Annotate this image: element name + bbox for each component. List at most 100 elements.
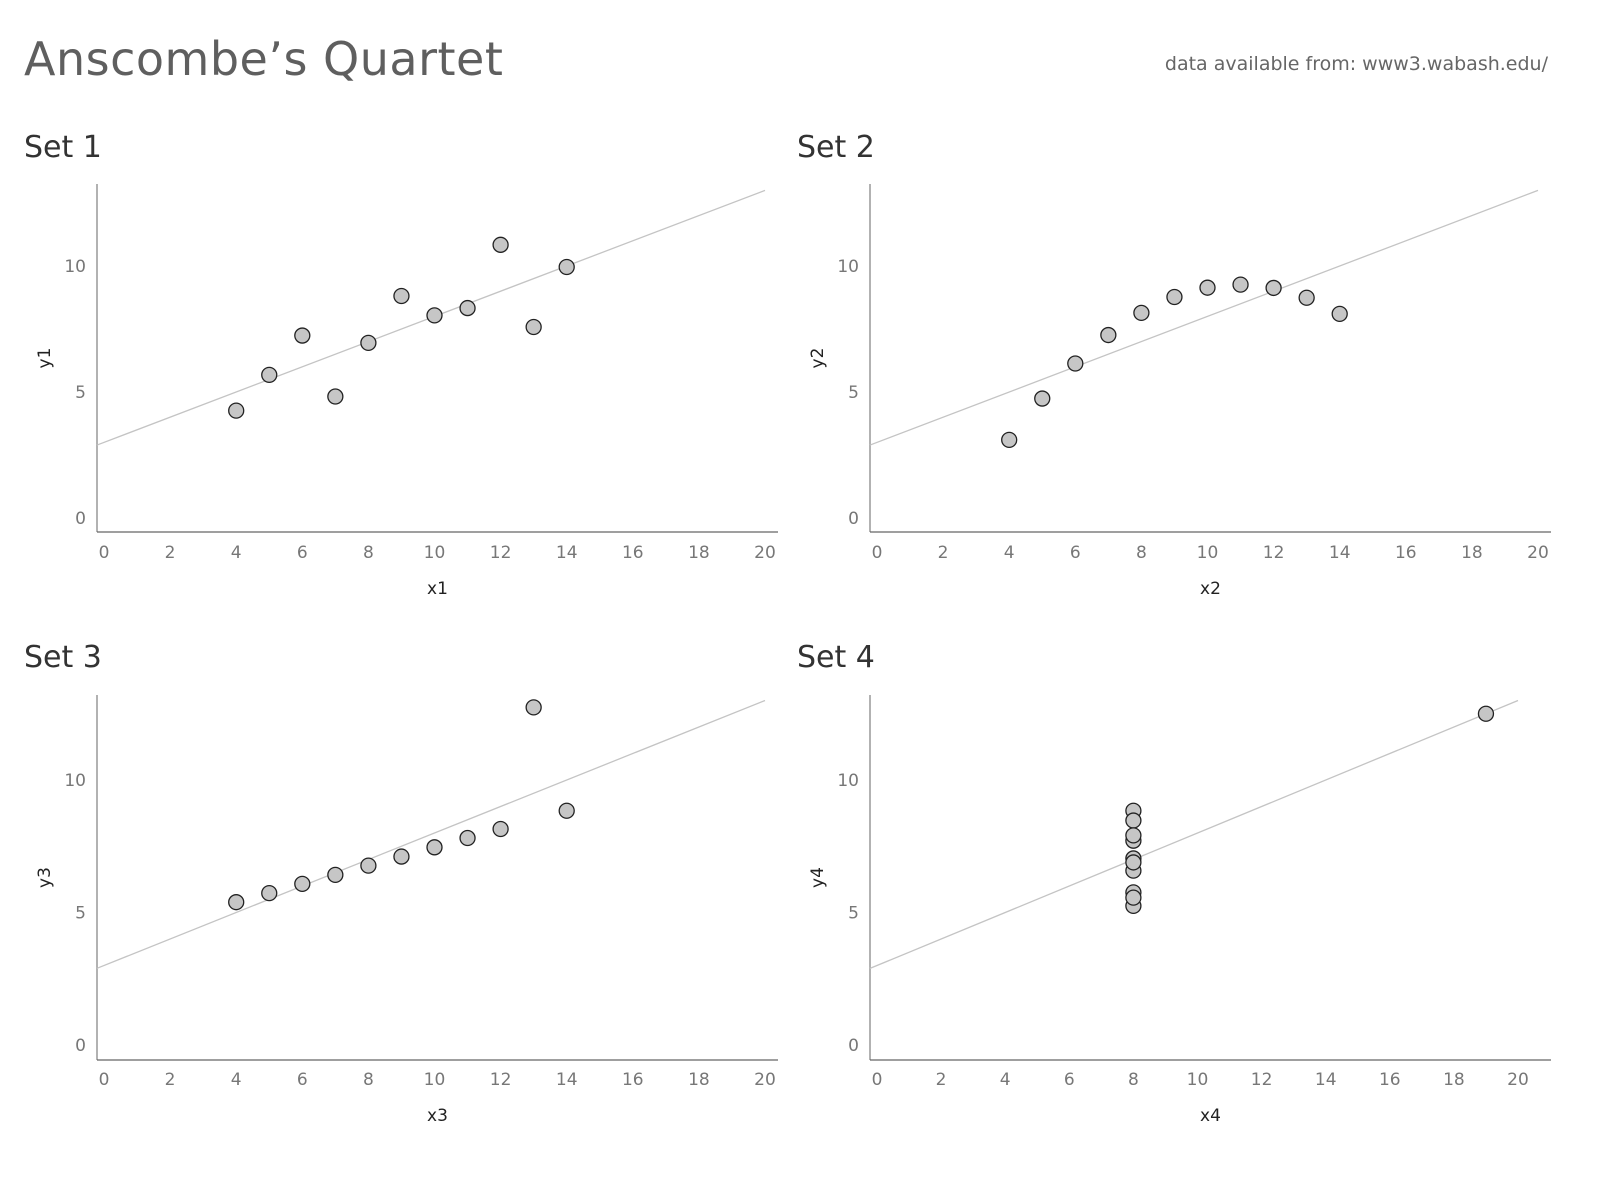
x-tick-label: 2 — [165, 543, 176, 563]
y-axis-label: y3 — [35, 867, 55, 888]
scatter-plot: 0 2 4 6 8 10 12 14 16 18 20 0 5 10 x4 y4 — [808, 695, 1551, 1126]
x-tick-label: 12 — [490, 543, 512, 563]
data-point — [1232, 276, 1249, 293]
x-tick-label: 12 — [1251, 1070, 1273, 1090]
x-tick-label: 0 — [872, 543, 883, 563]
data-point — [261, 885, 278, 902]
x-tick-label: 16 — [622, 1070, 644, 1090]
x-tick-label: 20 — [1507, 1070, 1529, 1090]
data-point — [360, 857, 377, 874]
data-point — [228, 402, 245, 419]
x-tick-label: 10 — [424, 543, 446, 563]
scatter-plot: 0 2 4 6 8 10 12 14 16 18 20 0 5 10 x3 y3 — [35, 695, 778, 1126]
data-point — [459, 829, 476, 847]
data-point — [492, 236, 509, 253]
data-point — [525, 318, 542, 336]
x-tick-label: 6 — [297, 1070, 308, 1090]
data-point — [492, 820, 509, 838]
x-tick-label: 4 — [1000, 1070, 1011, 1090]
chart-title: Set 4 — [797, 640, 875, 675]
data-source-note: data available from: www3.wabash.edu/ — [1164, 53, 1548, 75]
data-point — [261, 366, 278, 384]
x-tick-label: 14 — [556, 1070, 578, 1090]
x-tick-label: 2 — [938, 543, 949, 563]
dashboard-title: Anscombe’s Quartet — [24, 32, 504, 86]
x-tick-label: 16 — [1395, 543, 1417, 563]
x-tick-label: 0 — [872, 1070, 883, 1090]
data-point — [459, 299, 476, 317]
x-axis-label: x1 — [427, 579, 448, 599]
data-point — [294, 327, 311, 344]
x-tick-label: 8 — [363, 1070, 374, 1090]
y-tick-label: 0 — [75, 509, 86, 529]
y-tick-label: 10 — [64, 771, 86, 791]
x-tick-label: 2 — [936, 1070, 947, 1090]
x-tick-label: 6 — [297, 543, 308, 563]
y-axis-label: y2 — [808, 348, 828, 369]
y-tick-label: 5 — [75, 904, 86, 924]
data-point — [1199, 279, 1216, 296]
x-tick-label: 14 — [1315, 1070, 1337, 1090]
data-point — [1133, 304, 1150, 322]
x-axis-label: x2 — [1200, 579, 1221, 599]
data-point — [558, 802, 575, 819]
x-axis-label: x4 — [1200, 1106, 1221, 1126]
data-point — [294, 875, 311, 893]
x-tick-label: 12 — [1263, 543, 1285, 563]
x-tick-label: 0 — [99, 1070, 110, 1090]
x-tick-label: 16 — [622, 543, 644, 563]
chart-panel-set-3: Set 3 0 2 4 6 8 10 12 14 16 18 20 0 5 10 x3 y3 — [0, 640, 790, 1160]
data-point — [426, 307, 443, 324]
data-point — [1034, 390, 1051, 407]
y-tick-label: 5 — [848, 904, 859, 924]
regression-line — [869, 189, 1539, 446]
x-tick-label: 18 — [1461, 543, 1483, 563]
x-tick-label: 18 — [688, 1070, 710, 1090]
data-point — [1125, 889, 1142, 906]
data-point — [327, 388, 344, 405]
data-point — [228, 894, 245, 911]
data-point — [1265, 279, 1282, 297]
y-tick-label: 0 — [75, 1036, 86, 1056]
y-tick-label: 5 — [848, 383, 859, 403]
y-tick-label: 10 — [64, 257, 86, 277]
y-tick-label: 0 — [848, 509, 859, 529]
x-tick-label: 20 — [1527, 543, 1549, 563]
x-tick-label: 20 — [754, 1070, 776, 1090]
x-tick-label: 8 — [1128, 1070, 1139, 1090]
x-tick-label: 18 — [688, 543, 710, 563]
x-tick-label: 20 — [754, 543, 776, 563]
data-point — [1125, 812, 1142, 829]
chart-title: Set 1 — [24, 130, 102, 165]
data-point — [1331, 305, 1348, 323]
x-tick-label: 0 — [99, 543, 110, 563]
chart-panel-set-2: Set 2 0 2 4 6 8 10 12 14 16 18 20 0 5 10 x2 y2 — [773, 130, 1563, 650]
data-point — [1477, 705, 1495, 722]
x-tick-label: 16 — [1379, 1070, 1401, 1090]
data-point — [1125, 854, 1142, 871]
chart-title: Set 2 — [797, 130, 875, 165]
y-tick-label: 10 — [837, 257, 859, 277]
x-tick-label: 8 — [363, 543, 374, 563]
y-tick-label: 5 — [75, 383, 86, 403]
x-tick-label: 6 — [1070, 543, 1081, 563]
x-tick-label: 14 — [556, 543, 578, 563]
y-tick-label: 10 — [837, 771, 859, 791]
x-tick-label: 10 — [424, 1070, 446, 1090]
data-point — [1166, 288, 1183, 306]
x-tick-label: 2 — [165, 1070, 176, 1090]
data-point — [1125, 827, 1142, 844]
x-tick-label: 10 — [1187, 1070, 1209, 1090]
y-axis-label: y4 — [808, 867, 828, 888]
data-point — [558, 258, 575, 276]
x-tick-label: 10 — [1197, 543, 1219, 563]
scatter-plot: 0 2 4 6 8 10 12 14 16 18 20 0 5 10 x1 y1 — [35, 184, 778, 599]
x-tick-label: 6 — [1064, 1070, 1075, 1090]
x-tick-label: 8 — [1136, 543, 1147, 563]
scatter-plot: 0 2 4 6 8 10 12 14 16 18 20 0 5 10 x2 y2 — [808, 184, 1551, 599]
x-tick-label: 4 — [231, 543, 242, 563]
data-point — [393, 287, 410, 305]
y-tick-label: 0 — [848, 1036, 859, 1056]
x-tick-label: 18 — [1443, 1070, 1465, 1090]
regression-line — [869, 699, 1519, 969]
